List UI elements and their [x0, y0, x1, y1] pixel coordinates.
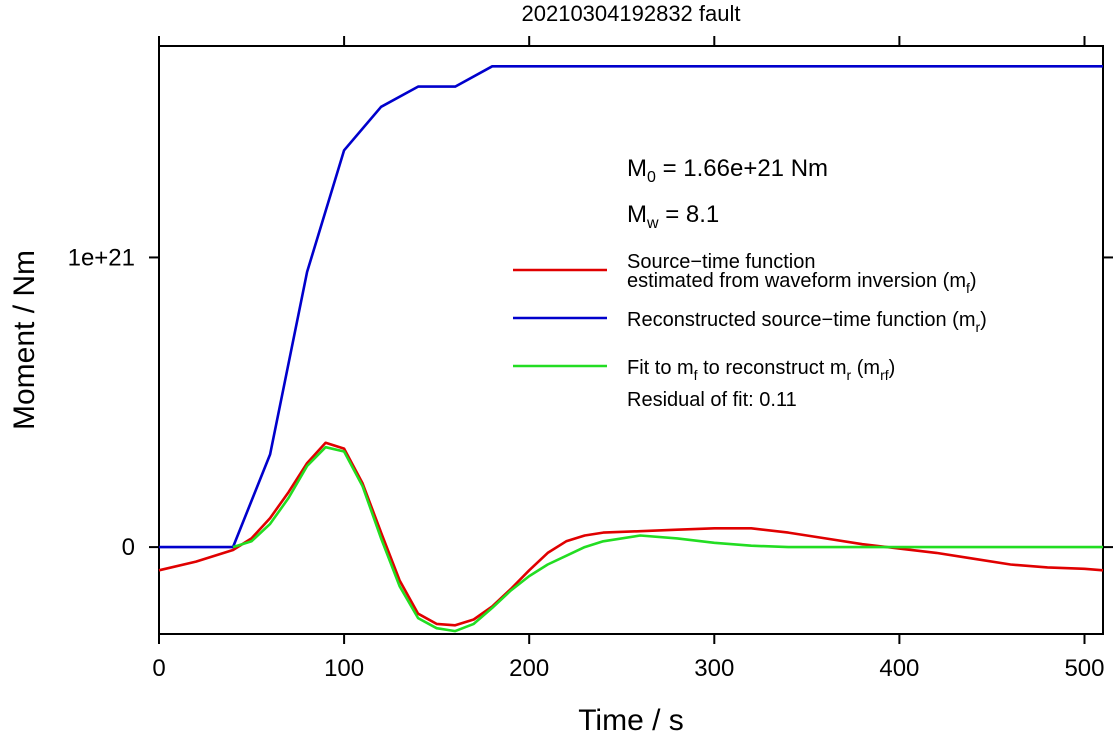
x-tick-label: 100	[324, 655, 364, 682]
y-axis-label: Moment / Nm	[8, 250, 41, 430]
y-tick-label: 1e+21	[68, 244, 135, 271]
x-tick-label: 200	[509, 655, 549, 682]
series-line-source-time	[158, 441, 1104, 627]
x-tick-label: 300	[694, 655, 734, 682]
legend-reconstructed: Reconstructed source−time function (mr)	[627, 309, 987, 335]
magnitude-annotation: Mw = 8.1	[627, 201, 719, 232]
plot-frame	[158, 45, 1104, 635]
legend-source-time-line2: estimated from waveform inversion (mf)	[627, 270, 977, 296]
chart-title: 20210304192832 fault	[522, 1, 741, 26]
x-tick-label: 500	[1064, 655, 1104, 682]
legend-source-time-line1: Source−time function	[627, 251, 815, 273]
x-axis-label: Time / s	[578, 704, 684, 736]
series-line-fit	[232, 445, 1103, 633]
residual-annotation: Residual of fit: 0.11	[627, 389, 797, 411]
x-tick-label: 400	[879, 655, 919, 682]
axis-ticks: 0 100 200 300 400 500 0 1e+21	[68, 36, 1113, 682]
x-tick-label: 0	[152, 655, 165, 682]
series-layer	[158, 65, 1104, 633]
series-line-reconstructed	[159, 65, 1103, 549]
annotations: M0 = 1.66e+21 Nm Mw = 8.1 Residual of fit:…	[627, 155, 828, 411]
y-tick-label: 0	[122, 534, 135, 561]
legend-fit: Fit to mf to reconstruct mr (mrf)	[627, 357, 895, 383]
moment-annotation: M0 = 1.66e+21 Nm	[627, 155, 828, 186]
